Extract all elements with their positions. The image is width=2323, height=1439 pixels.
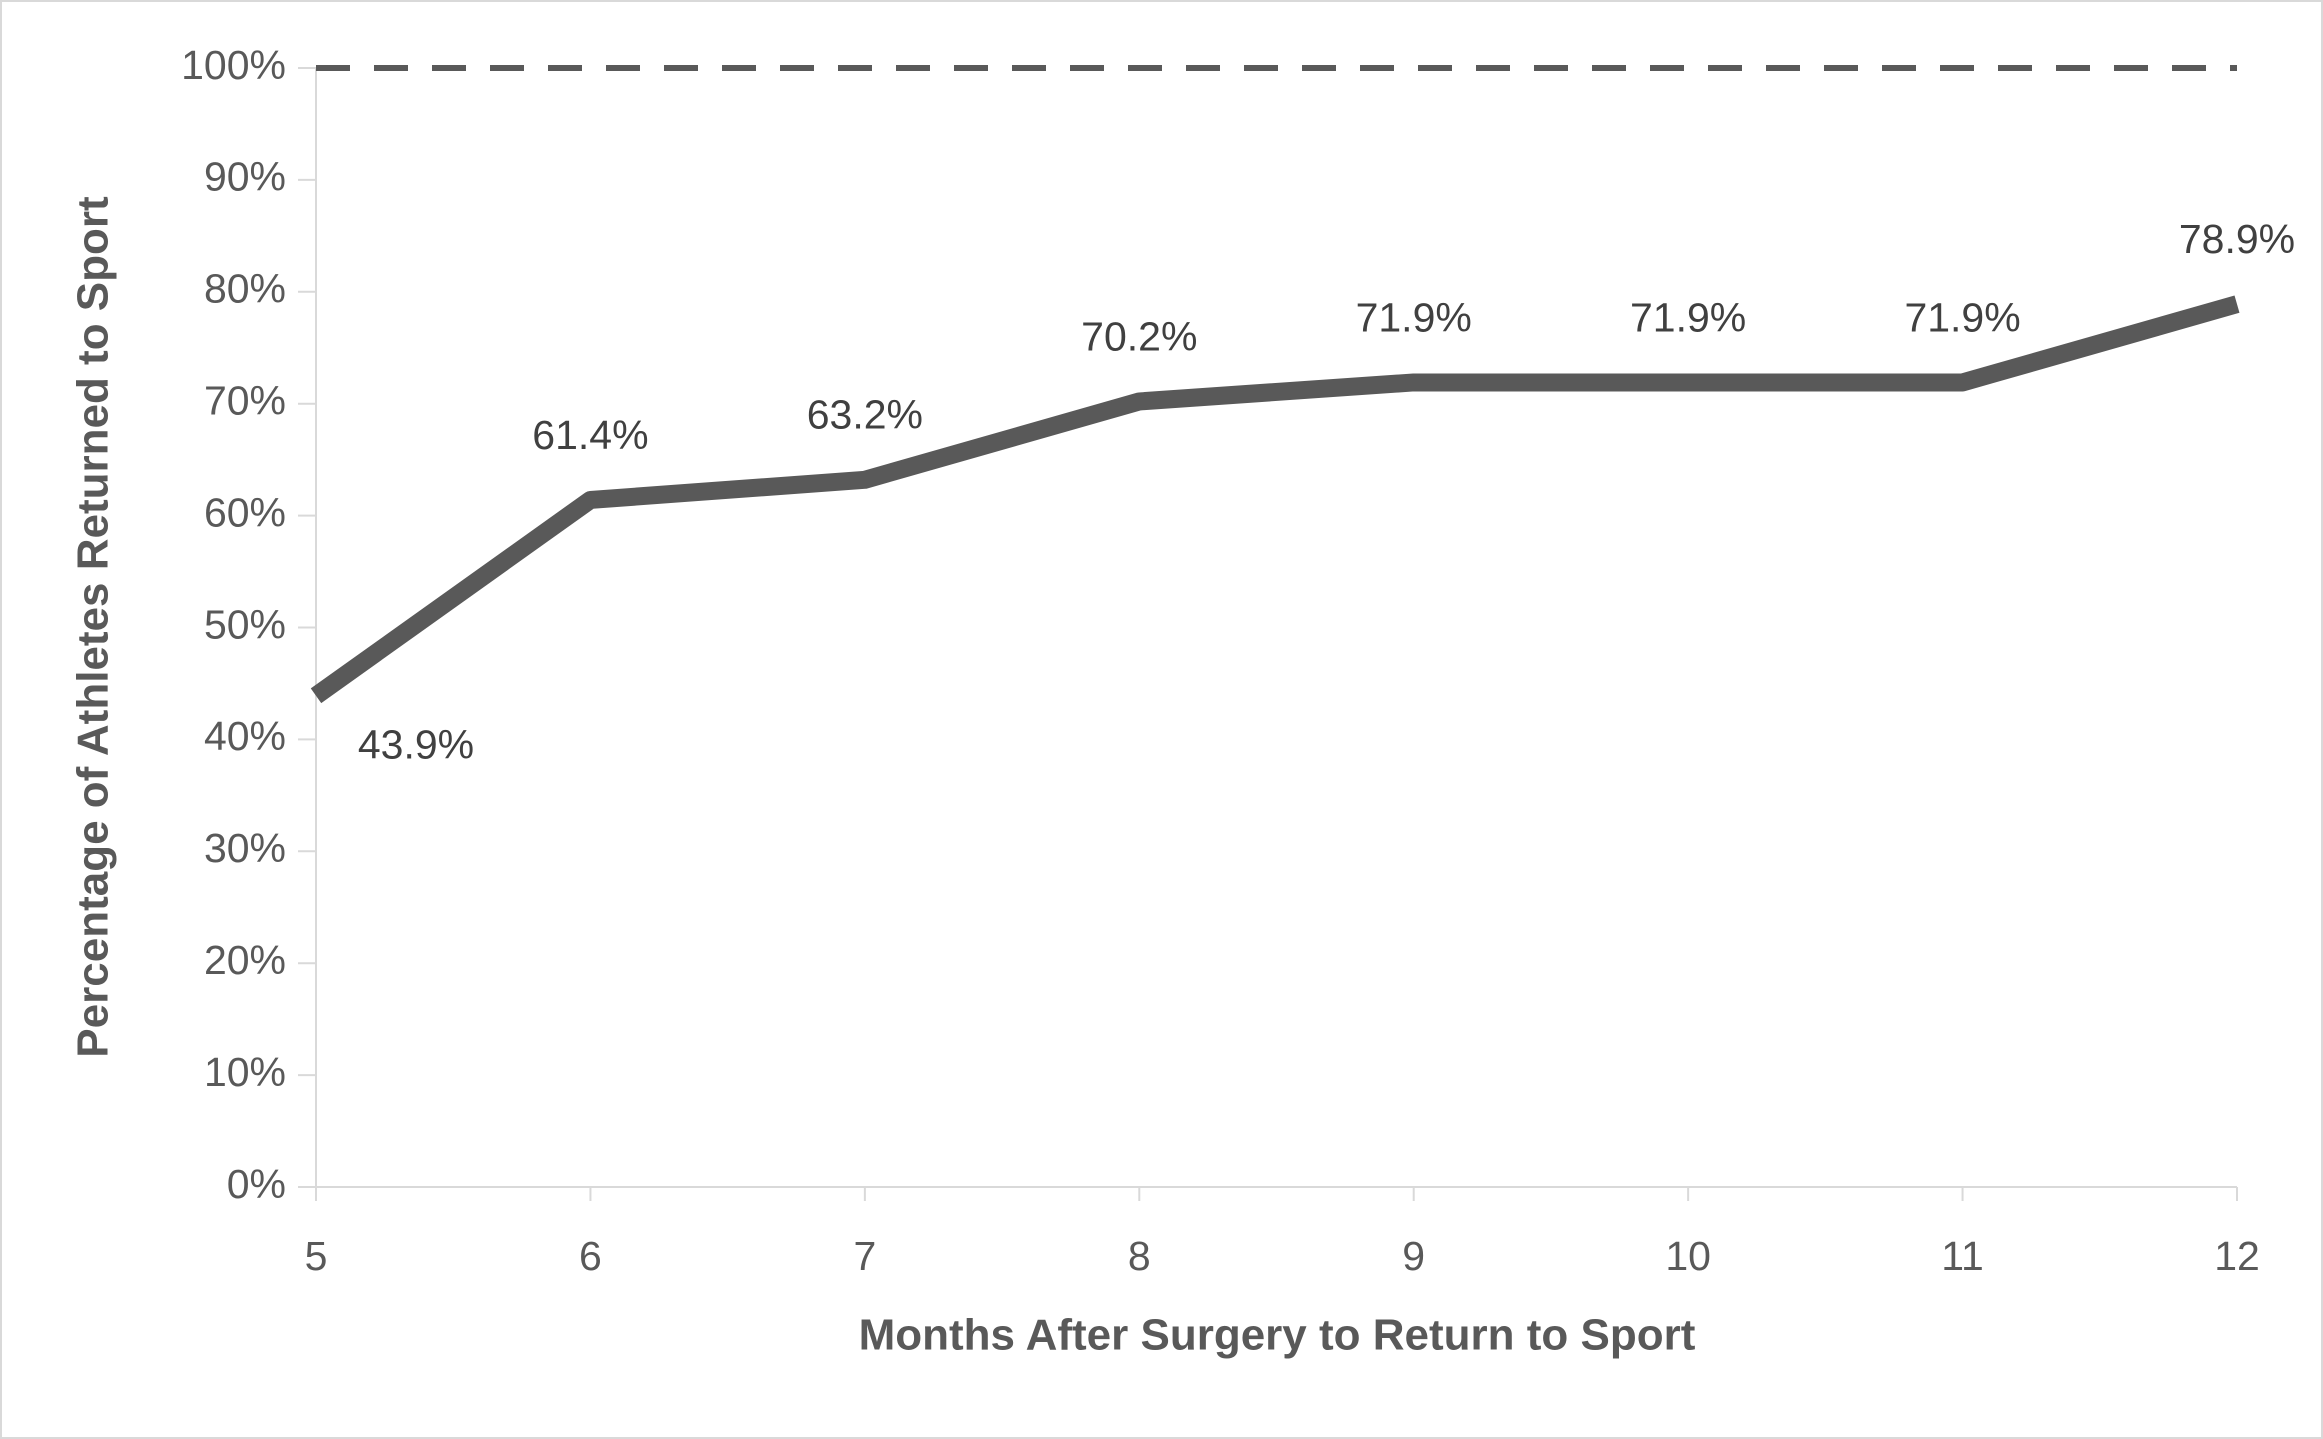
data-label: 71.9% — [1630, 294, 1746, 340]
y-tick-label: 80% — [204, 266, 286, 312]
y-tick-label: 90% — [204, 154, 286, 200]
data-line — [310, 295, 2240, 704]
x-tick-label: 5 — [305, 1233, 328, 1279]
data-label: 71.9% — [1904, 294, 2020, 340]
x-tick-label: 8 — [1128, 1233, 1151, 1279]
y-tick-label: 30% — [204, 825, 286, 871]
data-label: 71.9% — [1356, 294, 1472, 340]
data-label: 78.9% — [2179, 216, 2295, 262]
data-label: 61.4% — [532, 412, 648, 458]
x-tick-label: 9 — [1402, 1233, 1425, 1279]
y-tick-label: 20% — [204, 937, 286, 983]
x-tick-label: 6 — [579, 1233, 602, 1279]
y-tick-label: 100% — [181, 42, 286, 88]
data-label: 70.2% — [1081, 313, 1197, 359]
x-tick-label: 7 — [853, 1233, 876, 1279]
y-tick-label: 40% — [204, 713, 286, 759]
y-tick-label: 10% — [204, 1049, 286, 1095]
data-label: 43.9% — [358, 722, 474, 768]
x-tick-label: 12 — [2214, 1233, 2260, 1279]
y-tick-label: 50% — [204, 601, 286, 647]
y-axis-title: Percentage of Athletes Returned to Sport — [69, 196, 118, 1058]
y-tick-label: 70% — [204, 378, 286, 424]
y-tick-label: 60% — [204, 489, 286, 535]
x-axis-title: Months After Surgery to Return to Sport — [859, 1311, 1696, 1360]
data-label: 63.2% — [807, 392, 923, 438]
y-tick-label: 0% — [227, 1161, 286, 1207]
x-tick-label: 11 — [1941, 1233, 1984, 1279]
x-tick-label: 10 — [1665, 1233, 1711, 1279]
